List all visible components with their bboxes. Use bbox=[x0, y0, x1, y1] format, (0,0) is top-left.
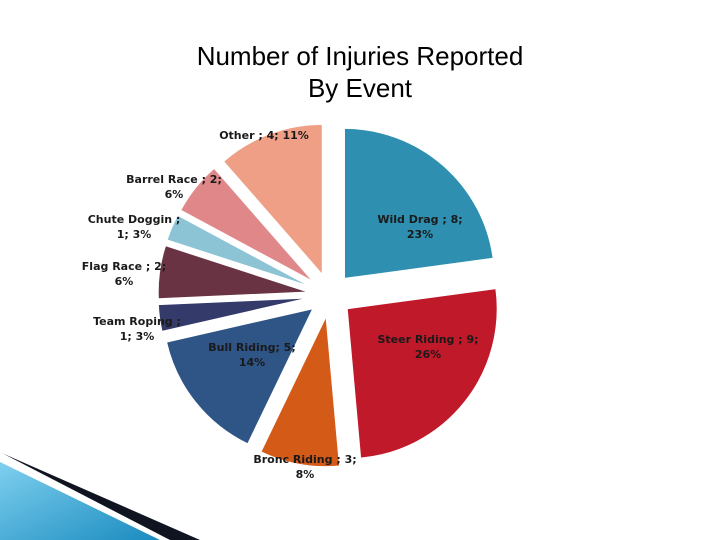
slice-label-line: Bull Riding; 5; bbox=[208, 341, 296, 354]
slice-label-steer-riding: Steer Riding ; 9; 26% bbox=[377, 332, 478, 362]
slice-label-other: Other ; 4; 11% bbox=[219, 128, 309, 143]
slice-label-line: 26% bbox=[414, 348, 442, 361]
slice-label-line: 1; 3% bbox=[116, 228, 152, 241]
slice-label-chute-doggin: Chute Doggin ; 1; 3% bbox=[88, 212, 181, 242]
chart-title-line-2: By Event bbox=[307, 73, 413, 103]
slice-label-line: Barrel Race ; 2; bbox=[126, 173, 222, 186]
corner-swoosh-blue bbox=[0, 462, 160, 540]
slice-label-line: 6% bbox=[114, 275, 134, 288]
slice-label-line: 1; 3% bbox=[119, 330, 155, 343]
pie-slice-steer-riding bbox=[346, 288, 498, 459]
chart-title-line-1: Number of Injuries Reported bbox=[196, 41, 524, 71]
slice-label-line: 23% bbox=[406, 228, 434, 241]
pie-slice-bronc-riding bbox=[260, 314, 341, 468]
pie-slice-flag-race bbox=[157, 245, 309, 300]
pie-slice-wild-drag bbox=[343, 127, 494, 280]
slice-label-line: Wild Drag ; 8; bbox=[377, 213, 463, 226]
slice-label-barrel-race: Barrel Race ; 2; 6% bbox=[126, 172, 222, 202]
slice-label-line: 14% bbox=[238, 356, 266, 369]
slice-label-line: Team Roping ; bbox=[93, 315, 181, 328]
slice-label-wild-drag: Wild Drag ; 8; 23% bbox=[377, 212, 462, 242]
pie-slice-other bbox=[222, 123, 323, 276]
slice-label-team-roping: Team Roping ; 1; 3% bbox=[93, 314, 181, 344]
slice-label-line: Flag Race ; 2; bbox=[81, 260, 167, 273]
pie-slice-chute-doggin bbox=[166, 214, 311, 287]
pie-slice-team-roping bbox=[157, 297, 309, 332]
pie-slice-barrel-race bbox=[180, 167, 314, 282]
slice-label-bull-riding: Bull Riding; 5; 14% bbox=[208, 340, 295, 370]
slice-label-line: 6% bbox=[164, 188, 184, 201]
slice-label-flag-race: Flag Race ; 2; 6% bbox=[82, 259, 166, 289]
slice-label-line: Steer Riding ; 9; bbox=[377, 333, 479, 346]
slice-label-line: Chute Doggin ; bbox=[87, 213, 181, 226]
pie-slice-bull-riding bbox=[165, 307, 314, 445]
slice-label-bronc-riding: Bronc Riding ; 3; 8% bbox=[253, 452, 356, 482]
chart-title: Number of Injuries Reported By Event bbox=[0, 40, 720, 104]
slice-label-line: 8% bbox=[295, 468, 315, 481]
slice-label-line: Bronc Riding ; 3; bbox=[253, 453, 357, 466]
slice-label-line: Other ; 4; 11% bbox=[219, 129, 309, 142]
